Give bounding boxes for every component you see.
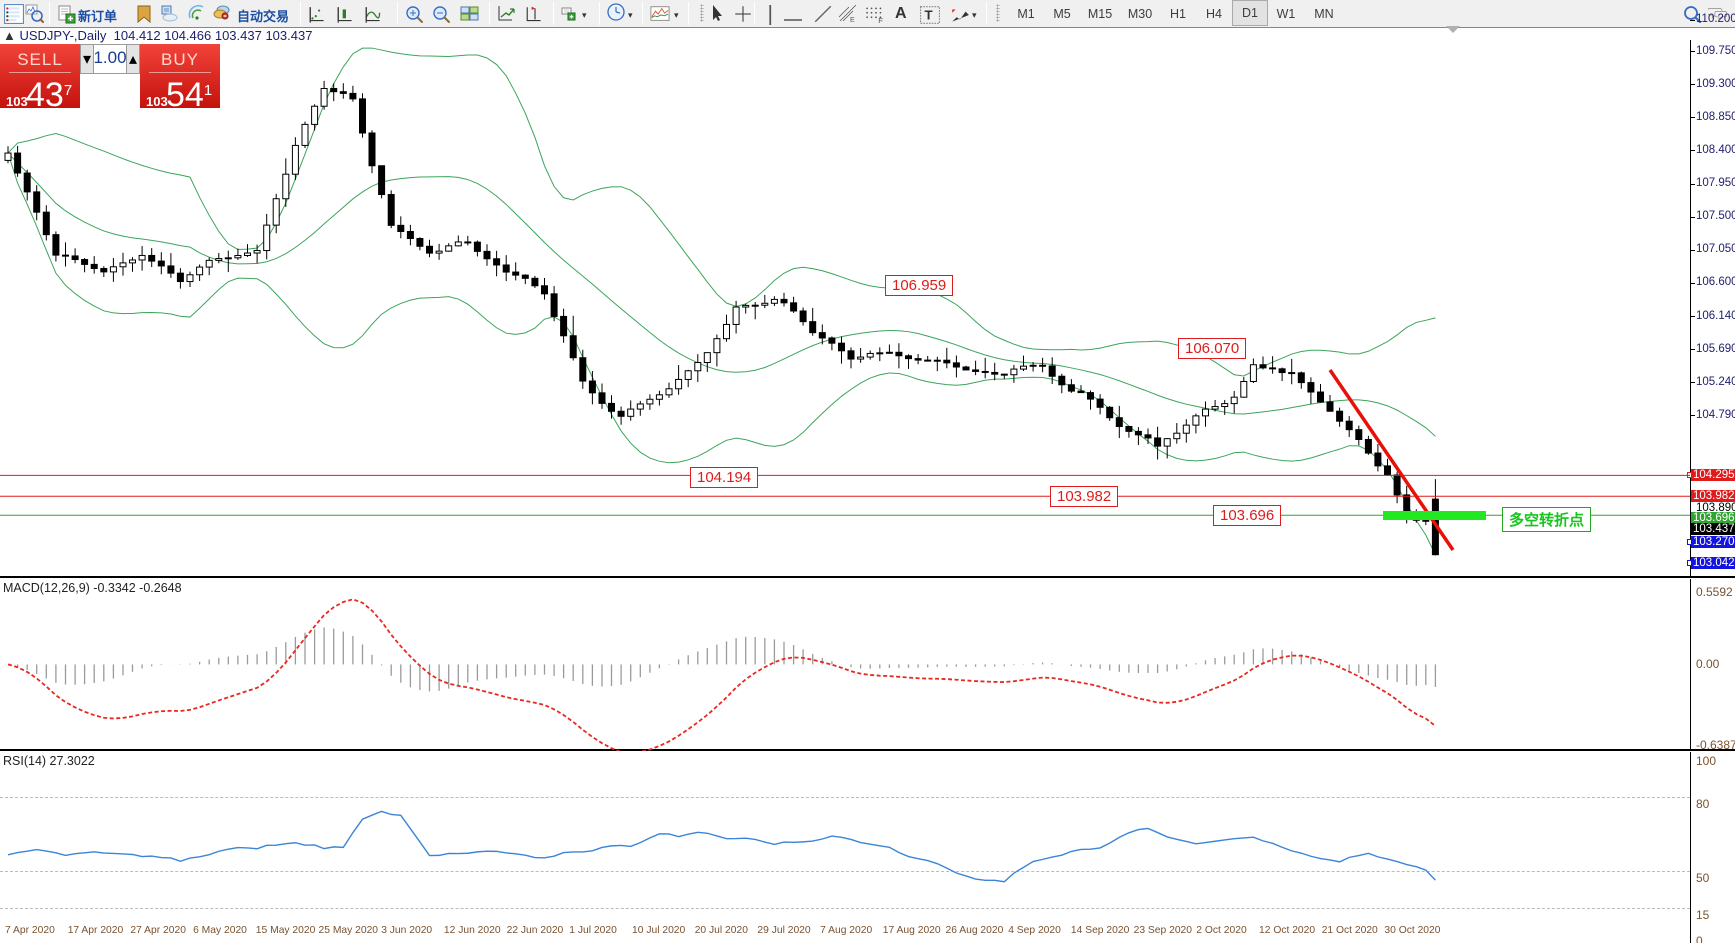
svg-text:T: T <box>924 7 932 22</box>
svg-text:E: E <box>850 17 855 23</box>
svg-text:F: F <box>878 16 883 25</box>
